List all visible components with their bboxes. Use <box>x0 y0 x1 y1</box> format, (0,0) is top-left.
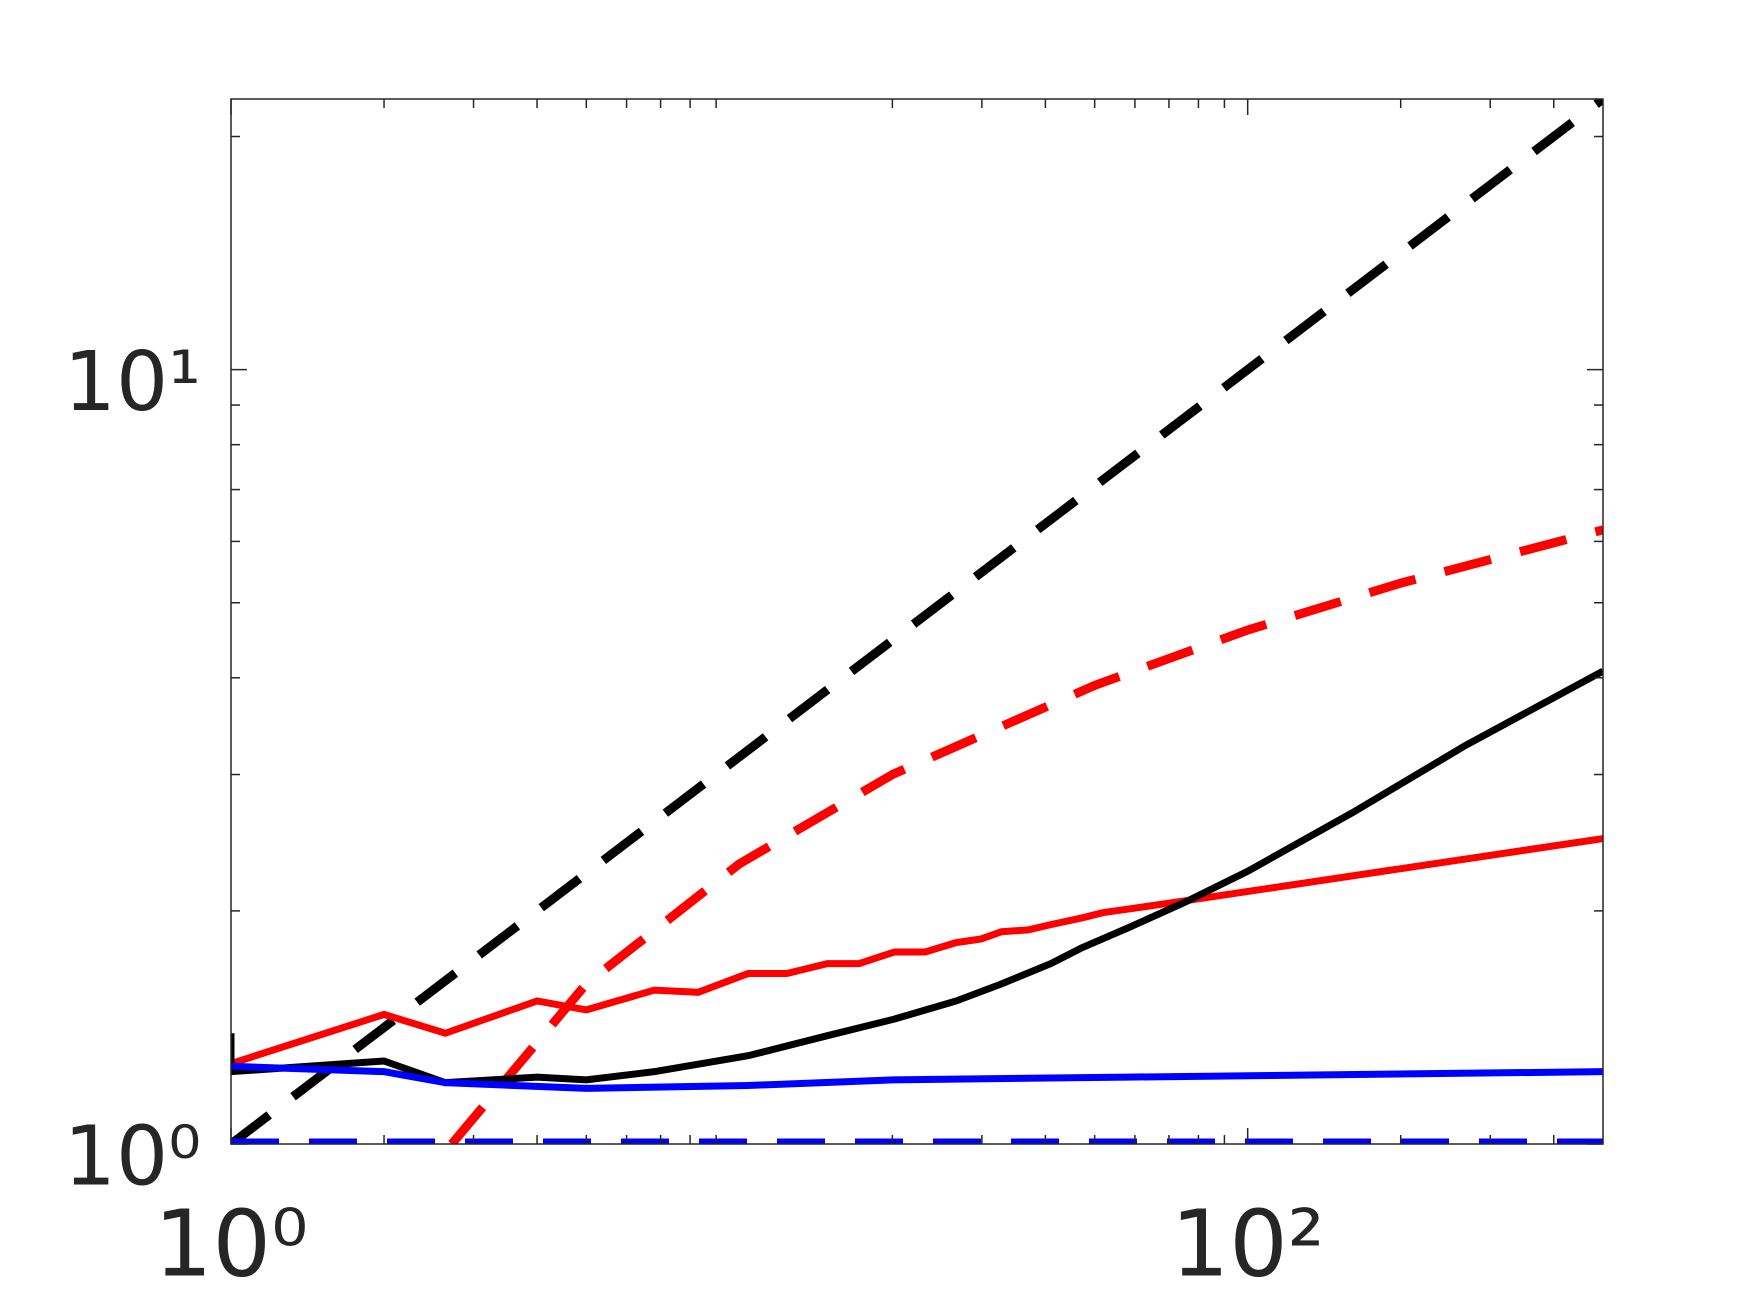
dashed-line <box>448 525 1603 1144</box>
x-tick-label: 10⁰ <box>154 1190 308 1297</box>
x-tick-label: 10² <box>1171 1190 1325 1297</box>
solid-line <box>231 1062 1603 1092</box>
axes-box <box>230 98 1604 1145</box>
solid-line <box>231 835 1603 1067</box>
y-tick-label: 10⁰ <box>64 1109 201 1204</box>
y-tick-label: 10¹ <box>64 335 201 430</box>
dashed-line <box>231 99 1603 1144</box>
lines <box>231 99 1603 1144</box>
